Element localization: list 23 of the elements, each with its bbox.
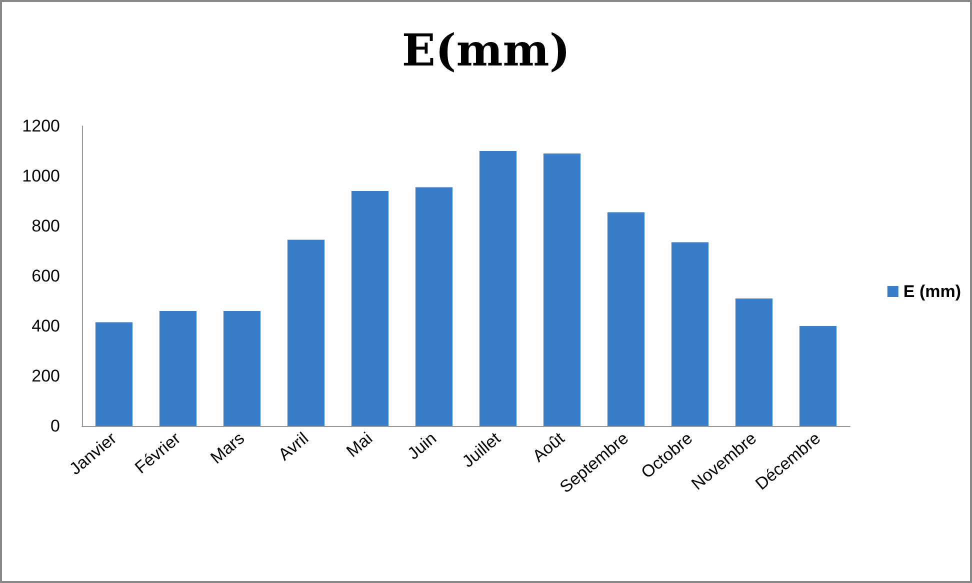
- y-tick-label: 1200: [22, 116, 60, 136]
- bar: [671, 242, 709, 426]
- y-tick-label: 200: [32, 366, 60, 386]
- bar: [799, 326, 837, 426]
- bar: [159, 311, 197, 426]
- y-tick-label: 0: [50, 416, 60, 436]
- y-tick-label: 400: [32, 316, 60, 336]
- y-tick-label: 1000: [22, 166, 60, 186]
- bar: [607, 212, 645, 426]
- bar: [415, 187, 453, 426]
- bar: [735, 298, 773, 426]
- bar: [223, 311, 261, 426]
- bar: [287, 240, 325, 426]
- bar: [95, 322, 133, 426]
- bar: [479, 151, 517, 426]
- y-tick-label: 800: [32, 216, 60, 236]
- bar: [351, 191, 389, 426]
- bar: [543, 154, 581, 426]
- x-tick-label: Juin: [404, 428, 440, 464]
- chart-title: E(mm): [402, 26, 570, 76]
- legend-label: E (mm): [903, 282, 962, 301]
- y-tick-label: 600: [32, 266, 60, 286]
- x-tick-label: Mai: [342, 428, 376, 461]
